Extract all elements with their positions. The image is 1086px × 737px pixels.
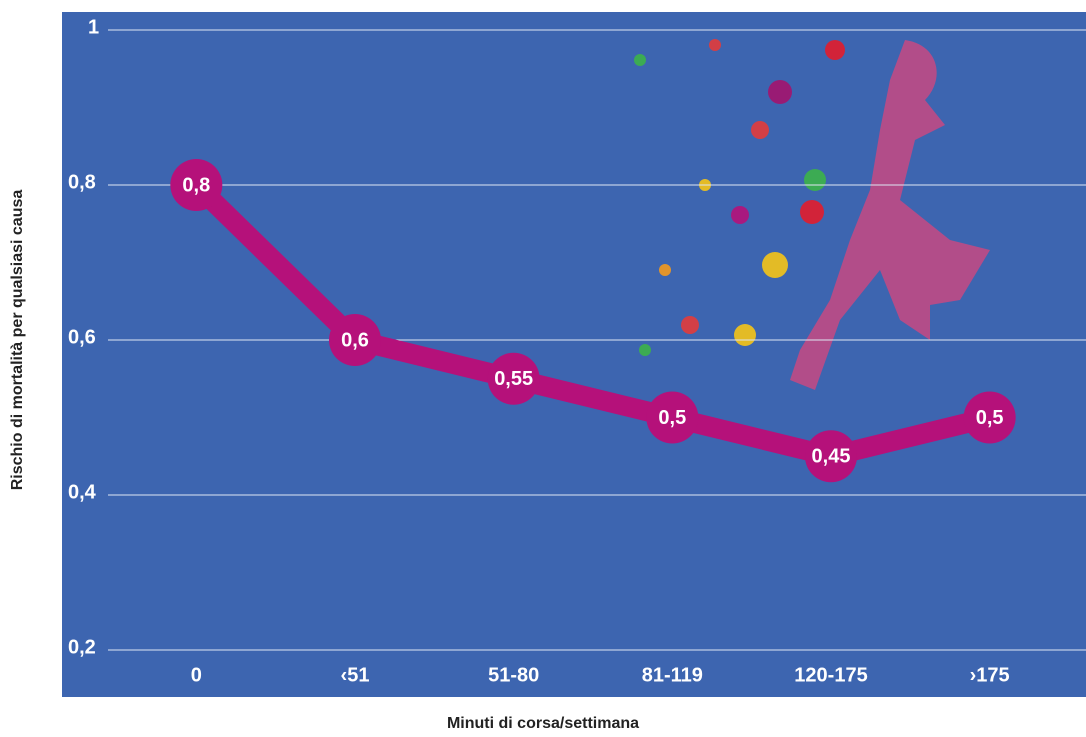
value-label: 0,5 xyxy=(658,407,686,429)
y-tick-label: 1 xyxy=(88,16,99,38)
dot xyxy=(800,200,824,224)
x-tick-label: 0 xyxy=(191,664,202,686)
value-label: 0,8 xyxy=(182,174,210,196)
y-axis-title: Rischio di mortalità per qualsiasi causa xyxy=(9,190,26,491)
x-tick-label: 120-175 xyxy=(794,664,867,686)
x-tick-label: ›175 xyxy=(970,664,1010,686)
x-tick-label: ‹51 xyxy=(341,664,370,686)
dot xyxy=(825,40,845,60)
dot xyxy=(768,80,792,104)
y-tick-label: 0,8 xyxy=(68,171,96,193)
y-tick-label: 0,4 xyxy=(68,481,97,503)
dot xyxy=(804,169,826,191)
x-axis-title: Minuti di corsa/settimana xyxy=(447,715,639,732)
dot xyxy=(659,264,671,276)
dot xyxy=(634,54,646,66)
dot xyxy=(639,344,651,356)
y-tick-label: 0,6 xyxy=(68,326,96,348)
dot xyxy=(762,252,788,278)
dot xyxy=(751,121,769,139)
dot xyxy=(709,39,721,51)
x-tick-label: 51-80 xyxy=(488,664,539,686)
value-label: 0,55 xyxy=(494,368,533,390)
value-label: 0,45 xyxy=(812,446,851,468)
dot xyxy=(734,324,756,346)
dot xyxy=(731,206,749,224)
y-tick-label: 0,2 xyxy=(68,636,96,658)
dot xyxy=(681,316,699,334)
chart: Rischio di mortalità per qualsiasi causa… xyxy=(0,0,1086,737)
value-label: 0,5 xyxy=(976,407,1004,429)
x-tick-label: 81-119 xyxy=(642,664,703,686)
value-label: 0,6 xyxy=(341,329,369,351)
